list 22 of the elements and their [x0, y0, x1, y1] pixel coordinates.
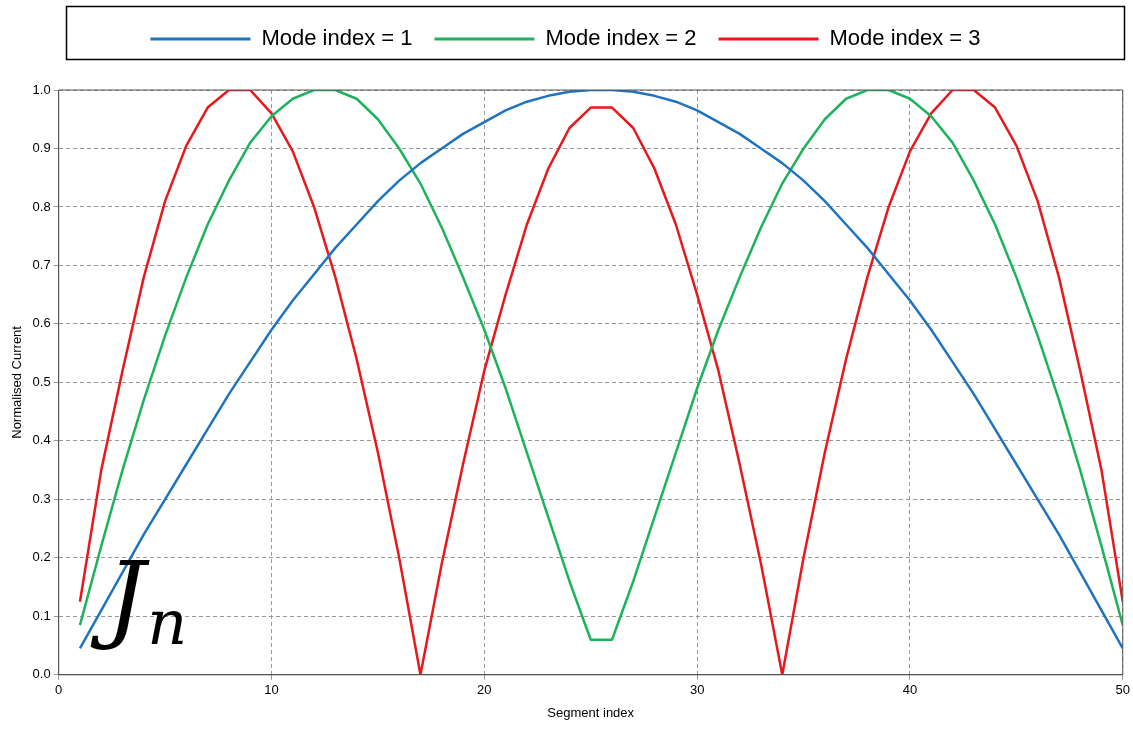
y-tick-label: 0.8 [32, 198, 51, 214]
legend-label: Mode index = 2 [545, 25, 697, 51]
y-tick-label: 0.0 [32, 666, 51, 682]
y-tick-label: 0.9 [32, 140, 51, 156]
x-tick-label: 10 [264, 682, 279, 698]
x-tick-label: 30 [689, 682, 705, 698]
y-tick-label: 0.5 [32, 373, 51, 389]
legend-label: Mode index = 1 [261, 25, 413, 51]
x-tick-label: 50 [1115, 682, 1130, 698]
y-axis-title: Normalised Current [9, 325, 25, 439]
y-tick-label: 0.6 [32, 315, 51, 331]
legend-label: Mode index = 3 [829, 25, 981, 51]
y-tick-label: 1.0 [32, 81, 51, 97]
y-tick-label: 0.3 [32, 490, 51, 506]
y-tick-label: 0.7 [32, 257, 51, 273]
x-tick-label: 0 [55, 682, 63, 698]
y-tick-label: 0.1 [32, 607, 51, 623]
y-tick-label: 0.4 [32, 432, 51, 448]
x-axis-title: Segment index [547, 704, 635, 720]
x-tick-label: 40 [902, 682, 918, 698]
x-tick-label: 20 [477, 682, 492, 698]
y-tick-label: 0.2 [32, 549, 51, 565]
